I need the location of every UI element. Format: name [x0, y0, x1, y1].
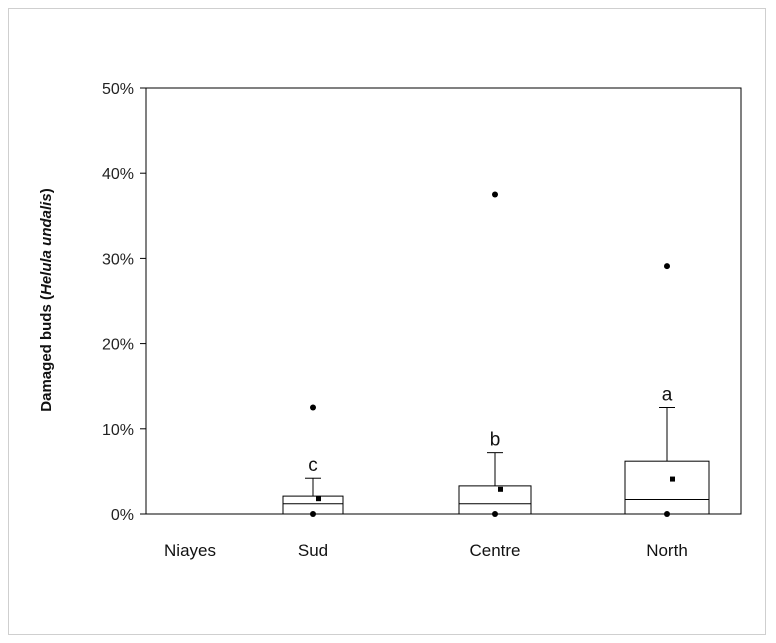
min-point [664, 511, 670, 517]
boxes-group: c b a [282, 191, 710, 517]
plot-border [145, 87, 742, 515]
y-tick-label: 30% [102, 251, 134, 268]
y-axis-title-open: ( [38, 295, 55, 300]
y-tick-label: 10% [102, 422, 134, 439]
outlier-point [664, 263, 670, 270]
y-axis-title-close: ) [38, 188, 55, 193]
y-tick-label: 20% [102, 337, 134, 354]
y-axis-title-main: Damaged buds [38, 304, 55, 412]
x-axis: Niayes Sud Centre North [164, 541, 688, 560]
x-category-label: North [646, 541, 688, 560]
mean-marker [316, 496, 321, 502]
outlier-point [492, 191, 498, 198]
significance-letter: c [308, 455, 318, 476]
box-north: a [624, 263, 710, 517]
box-sud: c [282, 404, 344, 517]
plot-area [145, 87, 742, 515]
mean-marker [498, 486, 503, 492]
significance-letter: a [662, 385, 673, 406]
y-axis-title-species: Helula undalis [38, 193, 55, 295]
box-iqr [458, 485, 532, 515]
box-iqr [624, 460, 710, 515]
min-point [310, 511, 316, 517]
x-category-label: Sud [298, 541, 328, 560]
y-tick-label: 40% [102, 166, 134, 183]
y-axis-title: Damaged buds (Helula undalis) [38, 188, 55, 411]
box-centre: b [458, 191, 532, 517]
significance-letter: b [490, 430, 501, 451]
outlier-point [310, 404, 316, 411]
y-tick-label: 50% [102, 81, 134, 98]
x-category-label: Centre [469, 541, 520, 560]
mean-marker [670, 476, 675, 482]
x-category-label: Niayes [164, 541, 216, 560]
y-tick-label: 0% [111, 507, 134, 524]
min-point [492, 511, 498, 517]
y-axis: 0% 10% 20% 30% 40% 50% [102, 81, 146, 524]
figure-frame [8, 8, 766, 635]
